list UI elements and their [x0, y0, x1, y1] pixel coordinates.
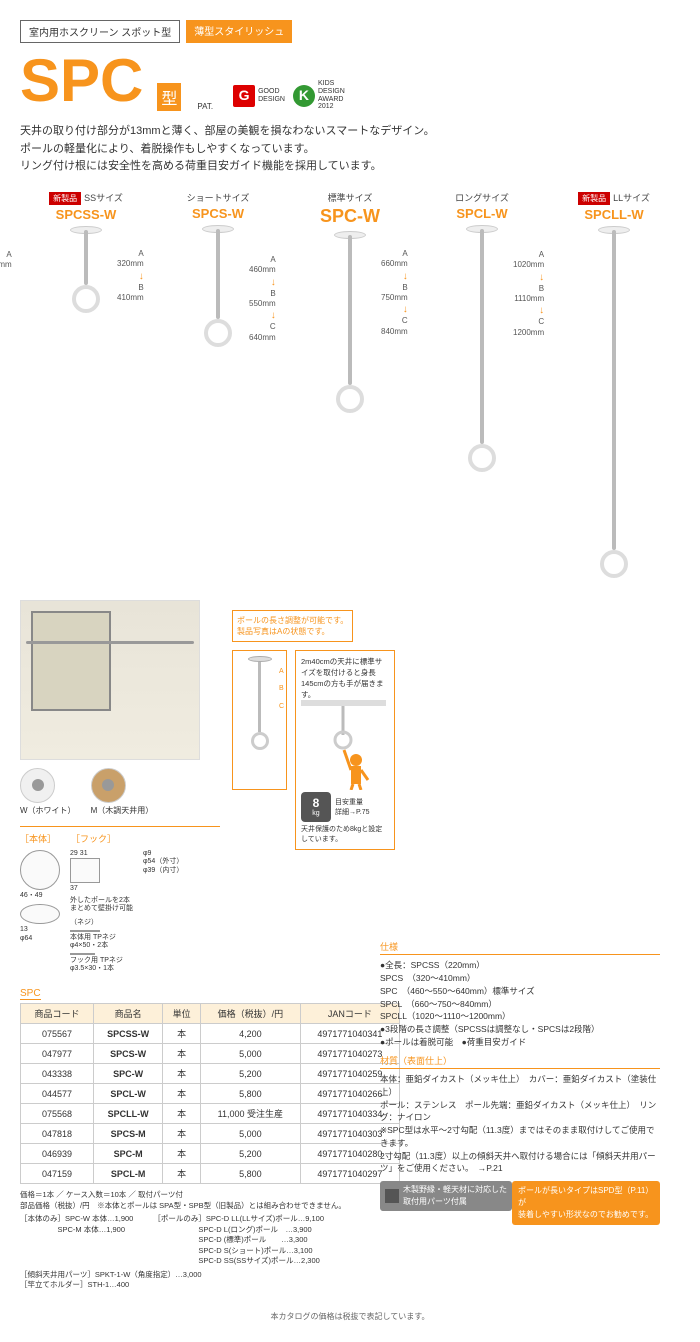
variant-row: 新製品SSサイズSPCSS-WA220mmショートサイズSPCS-WA320mm… [20, 191, 680, 590]
height-illustration: 2m40cmの天井に標準サイズを取付けると身長145cmの方も手が届きます。 [295, 650, 395, 850]
table-row: 047977SPCS-W本5,0004971771040273 [21, 1044, 400, 1064]
variant-SPCS-W: ショートサイズSPCS-WA320mm↓B410mm [152, 191, 284, 590]
table-title: SPC [20, 988, 41, 1000]
table-row: 044577SPCL-W本5,8004971771040266 [21, 1084, 400, 1104]
product-logo: SPC [20, 51, 143, 111]
attachment-note: 木製野縁・軽天材に対応した 取付用パーツ付属 [380, 1181, 512, 1211]
table-row: 075568SPCLL-W本11,000 受注生産4971771040334 [21, 1104, 400, 1124]
table-row: 043338SPC-W本5,2004971771040259 [21, 1064, 400, 1084]
pole-length-diagram: ABC [232, 650, 287, 790]
k-mark-icon: K [293, 85, 315, 107]
good-design-badge: G GOOD DESIGN [233, 85, 285, 107]
lifestyle-photo [20, 600, 200, 760]
table-row: 046939SPC-M本5,2004971771040280 [21, 1144, 400, 1164]
notes: 価格＝1本 ／ ケース入数＝10本 ／ 取付パーツ付 部品価格（税抜）/円 ※本… [20, 1190, 400, 1291]
kids-design-badge: K KIDS DESIGN AWARD 2012 [293, 80, 345, 111]
category-tag: 室内用ホスクリーン スポット型 [20, 20, 180, 43]
price-table: 商品コード商品名単位価格（税抜）/円JANコード075567SPCSS-W本4,… [20, 1003, 400, 1184]
color-white: W（ホワイト） [20, 768, 76, 816]
weight-badge: 8 kg [301, 792, 331, 822]
product-description: 天井の取り付け部分が13mmと薄く、部屋の美観を損なわないスマートなデザイン。 … [20, 123, 680, 176]
pole-adjust-note: ポールの長さ調整が可能です。 製品写真はAの状態です。 [232, 610, 353, 642]
attachment-icon [385, 1189, 399, 1203]
long-pole-note: ポールが長いタイプはSPD型（P.11）が 装着しやすい形状なのでお勧めです。 [512, 1181, 660, 1225]
patent-label: PAT. [197, 102, 213, 111]
parts-section: ［本体］ ［フック］ 46・49 13 φ64 2931 37 [20, 826, 220, 974]
g-mark-icon: G [233, 85, 255, 107]
table-row: 047818SPCS-M本5,0004971771040303 [21, 1124, 400, 1144]
color-wood: M（木調天井用） [91, 768, 154, 816]
variant-SPCLL-W: 新製品LLサイズSPCLL-WA1020mm↓B1110mm↓C1200mm [548, 191, 680, 590]
logo-suffix: 型 [157, 83, 181, 111]
spec-section: 仕様 ●全長：SPCSS（220mm） SPCS （320〜410mm） SPC… [380, 941, 660, 1211]
table-row: 075567SPCSS-W本4,2004971771040341 [21, 1024, 400, 1044]
footer-note: 本カタログの価格は税抜で表記しています。 [20, 1311, 680, 1322]
table-row: 047159SPCL-M本5,8004971771040297 [21, 1164, 400, 1184]
style-tag: 薄型スタイリッシュ [186, 20, 292, 43]
